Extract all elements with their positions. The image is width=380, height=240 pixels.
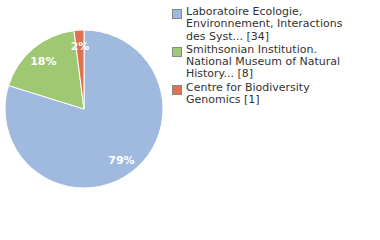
pie-slice [5,30,163,188]
legend-label: Smithsonian Institution. National Museum… [186,44,364,81]
data-label: 79% [108,154,134,167]
legend-swatch [172,9,182,19]
chart-root: 79% 18% 2% Laboratoire Ecologie, Environne… [0,0,380,240]
legend-entry: Centre for Biodiversity Genomics [1] [172,82,368,107]
data-label: 18% [30,55,56,68]
legend-label: Centre for Biodiversity Genomics [1] [186,82,364,107]
legend-label: Laboratoire Ecologie, Environnement, Int… [186,6,364,43]
legend-swatch [172,85,182,95]
legend: Laboratoire Ecologie, Environnement, Int… [172,6,368,107]
legend-swatch [172,47,182,57]
data-label: 2% [71,40,90,53]
legend-entry: Smithsonian Institution. National Museum… [172,44,368,81]
legend-entry: Laboratoire Ecologie, Environnement, Int… [172,6,368,43]
